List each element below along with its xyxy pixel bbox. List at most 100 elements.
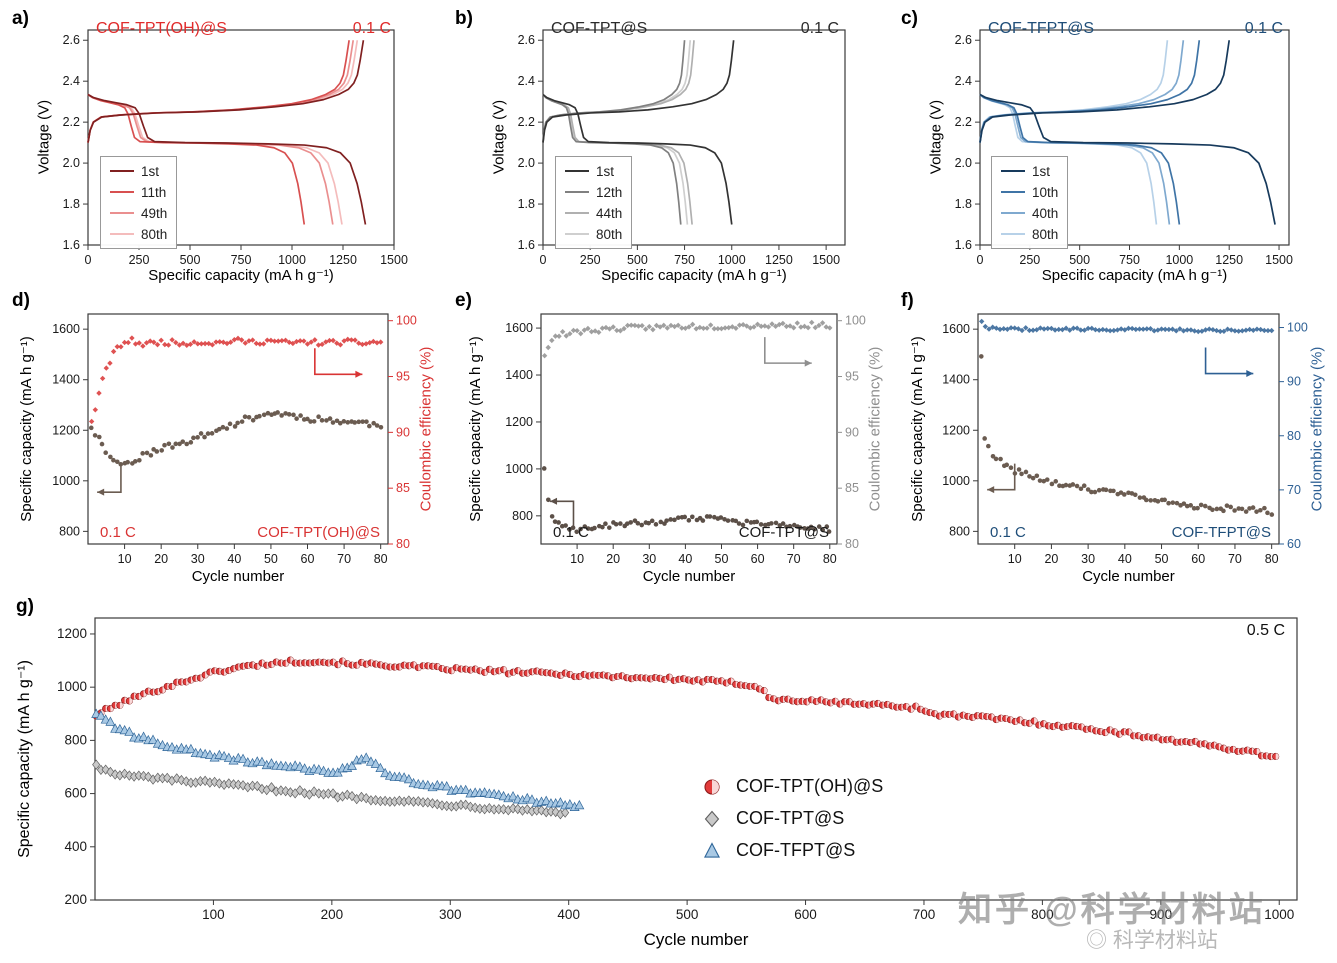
svg-text:700: 700 xyxy=(913,907,936,922)
svg-text:500: 500 xyxy=(180,253,201,267)
panel-d: 10 20 30 40 50 60 70 80 800 1000 1200 1400 1600 80 85 9… xyxy=(0,290,445,600)
svg-text:1000: 1000 xyxy=(942,474,970,488)
chart-g-long-cycling: 100 200 300 400 500 600 700 800 900 1000 200 400 600… xyxy=(57,617,1298,922)
svg-text:1500: 1500 xyxy=(380,253,408,267)
svg-text:1200: 1200 xyxy=(52,423,80,437)
svg-text:20: 20 xyxy=(606,552,620,566)
legend-line-icon xyxy=(110,170,134,172)
svg-text:85: 85 xyxy=(845,481,859,495)
svg-text:50: 50 xyxy=(1155,552,1169,566)
svg-text:50: 50 xyxy=(715,552,729,566)
legend-label: 40th xyxy=(1032,205,1059,221)
svg-text:10: 10 xyxy=(118,552,132,566)
panel-d-xlabel: Cycle number xyxy=(191,568,285,585)
svg-text:2.6: 2.6 xyxy=(955,33,972,47)
panel-f-sample: COF-TFPT@S xyxy=(1171,524,1271,541)
svg-text:2.2: 2.2 xyxy=(955,115,972,129)
panel-a-ylabel: Voltage (V) xyxy=(35,99,53,175)
legend-label: 10th xyxy=(1032,184,1059,200)
panel-c-letter: c) xyxy=(901,8,918,29)
panel-c-legend: 1st 10th 40th 80th xyxy=(991,156,1069,249)
svg-text:20: 20 xyxy=(154,552,168,566)
panel-g-letter: g) xyxy=(16,596,34,617)
svg-text:600: 600 xyxy=(64,786,87,801)
svg-text:30: 30 xyxy=(642,552,656,566)
svg-text:1.6: 1.6 xyxy=(63,238,80,252)
panel-f-rate: 0.1 C xyxy=(990,524,1026,541)
svg-text:0: 0 xyxy=(540,253,547,267)
svg-text:1600: 1600 xyxy=(505,321,533,335)
svg-text:1200: 1200 xyxy=(942,423,970,437)
panel-b-letter: b) xyxy=(455,8,473,29)
panel-e-xlabel: Cycle number xyxy=(642,568,736,585)
panel-b-rate: 0.1 C xyxy=(800,20,839,37)
panel-b: 0 250 500 750 1000 1250 1500 1.6 1.8 2.0 2.2 2.4 2.6… xyxy=(445,0,891,300)
svg-text:60: 60 xyxy=(751,552,765,566)
panel-g-rate: 0.5 C xyxy=(1246,622,1285,639)
panel-b-legend: 1st 12th 44th 80th xyxy=(555,156,633,249)
legend-label: 1st xyxy=(141,163,160,179)
svg-text:2.0: 2.0 xyxy=(518,156,535,170)
svg-text:60: 60 xyxy=(1287,537,1301,551)
legend-line-icon xyxy=(1001,233,1025,235)
legend-label: COF-TFPT@S xyxy=(736,840,856,860)
svg-text:1400: 1400 xyxy=(942,373,970,387)
chart-e-cycling: 10 20 30 40 50 60 70 80 800 1000 1200 1400 1600 80 85 9… xyxy=(505,313,866,566)
svg-text:1000: 1000 xyxy=(52,474,80,488)
svg-text:1400: 1400 xyxy=(52,373,80,387)
panel-d-sample: COF-TPT(OH)@S xyxy=(257,524,380,541)
svg-text:1400: 1400 xyxy=(505,368,533,382)
panel-f-xlabel: Cycle number xyxy=(1082,568,1175,585)
svg-text:200: 200 xyxy=(321,907,344,922)
chart-b-voltage-profiles: 0 250 500 750 1000 1250 1500 1.6 1.8 2.0 2.2 2.4 2.6 xyxy=(518,29,846,267)
legend-line-icon xyxy=(565,191,589,193)
svg-text:1.6: 1.6 xyxy=(955,238,972,252)
svg-text:100: 100 xyxy=(202,907,225,922)
diamond-marker-icon xyxy=(700,809,726,829)
svg-text:80: 80 xyxy=(396,537,410,551)
legend-label: COF-TPT(OH)@S xyxy=(736,776,884,796)
svg-text:1600: 1600 xyxy=(52,322,80,336)
half-circle-marker-icon xyxy=(700,777,726,797)
svg-text:30: 30 xyxy=(1081,552,1095,566)
svg-text:1200: 1200 xyxy=(57,626,87,641)
svg-text:80: 80 xyxy=(1287,429,1301,443)
svg-text:2.2: 2.2 xyxy=(63,115,80,129)
svg-text:1000: 1000 xyxy=(1264,907,1294,922)
svg-text:100: 100 xyxy=(845,314,866,328)
panel-e-ylabel-right: Coulombic efficiency (%) xyxy=(866,346,884,512)
svg-text:750: 750 xyxy=(231,253,252,267)
svg-text:1000: 1000 xyxy=(278,253,306,267)
panel-g-legend: COF-TPT(OH)@S COF-TPT@S COF-TFPT@S xyxy=(700,776,883,861)
svg-text:1.8: 1.8 xyxy=(518,197,535,211)
panel-a-legend: 1st 11th 49th 80th xyxy=(100,156,178,249)
svg-text:600: 600 xyxy=(794,907,817,922)
panel-a-rate: 0.1 C xyxy=(352,20,391,37)
panel-b-ylabel: Voltage (V) xyxy=(490,99,508,175)
panel-e-ylabel-left: Specific capacity (mA h g⁻¹) xyxy=(467,336,484,522)
panel-c-title: COF-TFPT@S xyxy=(988,20,1095,37)
panel-f-ylabel-left: Specific capacity (mA h g⁻¹) xyxy=(909,336,926,522)
svg-text:2.4: 2.4 xyxy=(518,74,535,88)
svg-text:2.6: 2.6 xyxy=(518,33,535,47)
svg-text:1.6: 1.6 xyxy=(518,238,535,252)
svg-text:40: 40 xyxy=(227,552,241,566)
svg-text:2.2: 2.2 xyxy=(518,115,535,129)
legend-line-icon xyxy=(1001,170,1025,172)
svg-text:800: 800 xyxy=(59,524,80,538)
legend-label: 80th xyxy=(1032,226,1059,242)
legend-line-icon xyxy=(565,170,589,172)
svg-text:1000: 1000 xyxy=(57,679,87,694)
svg-text:800: 800 xyxy=(64,732,87,747)
svg-text:400: 400 xyxy=(557,907,580,922)
svg-text:2.4: 2.4 xyxy=(955,74,972,88)
panel-g: 100 200 300 400 500 600 700 800 900 1000 200 400 600… xyxy=(0,596,1337,963)
svg-text:20: 20 xyxy=(1044,552,1058,566)
legend-label: 1st xyxy=(1032,163,1051,179)
legend-label: 11th xyxy=(141,184,167,200)
chart-c-voltage-profiles: 0 250 500 750 1000 1250 1500 1.6 1.8 2.0 2.2 2.4 2.6 xyxy=(955,29,1293,267)
svg-text:80: 80 xyxy=(845,537,859,551)
svg-text:300: 300 xyxy=(439,907,462,922)
chart-f-cycling: 10 20 30 40 50 60 70 80 800 1000 1200 1400 1600 60 70 8… xyxy=(942,313,1308,566)
